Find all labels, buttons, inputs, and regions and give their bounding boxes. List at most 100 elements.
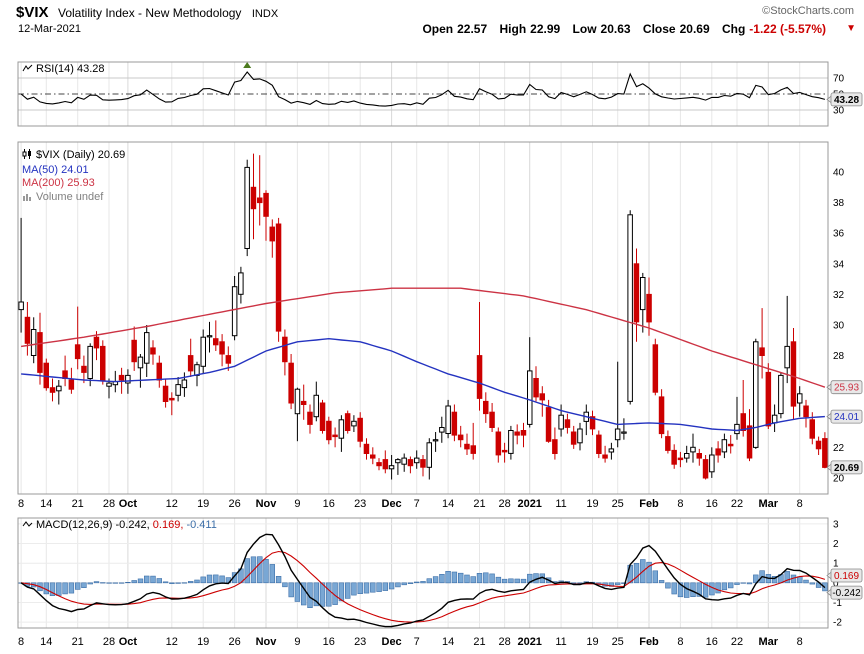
svg-text:Dec: Dec xyxy=(382,636,402,648)
svg-text:8: 8 xyxy=(677,498,683,510)
svg-text:20.69: 20.69 xyxy=(834,463,859,474)
low-value: 20.63 xyxy=(600,22,631,36)
price-border xyxy=(17,141,829,495)
svg-text:22: 22 xyxy=(731,498,743,510)
svg-text:25.93: 25.93 xyxy=(834,383,859,394)
signal-line xyxy=(21,550,826,623)
svg-text:19: 19 xyxy=(197,636,209,648)
macd-legend-value: -0.242, xyxy=(115,519,150,531)
axis-badge: 24.01 xyxy=(826,409,863,424)
axis-badge: -0.242 xyxy=(826,585,863,600)
svg-text:14: 14 xyxy=(442,636,454,648)
svg-text:28: 28 xyxy=(103,498,115,510)
svg-text:7: 7 xyxy=(414,636,420,648)
svg-text:Mar: Mar xyxy=(759,636,779,648)
svg-text:Oct: Oct xyxy=(119,498,138,510)
macd-legend-name: MACD(12,26,9) xyxy=(36,519,113,531)
axis-badge: 25.93 xyxy=(826,380,863,395)
price-panel: 403836343230282624222025.9324.0120.69814… xyxy=(17,141,863,510)
svg-text:21: 21 xyxy=(72,498,84,510)
svg-text:Nov: Nov xyxy=(256,498,278,510)
svg-text:16: 16 xyxy=(706,498,718,510)
svg-text:7: 7 xyxy=(414,498,420,510)
macd-indicator-icon xyxy=(22,520,33,532)
price-legend-label: $VIX (Daily) 20.69 xyxy=(36,149,126,161)
ma50-legend-label: MA(50) 24.01 xyxy=(22,163,89,176)
x-axis-labels: 8 14 21 28 Oct 12 19 26 Nov 9 16 23 Dec 7 14 21 28 2021 11… xyxy=(18,636,803,648)
svg-text:23: 23 xyxy=(354,498,366,510)
y-axis-label: 2 xyxy=(833,539,839,550)
y-axis-label: 3 xyxy=(833,519,839,530)
y-axis-label: -1 xyxy=(833,598,842,609)
svg-text:Feb: Feb xyxy=(639,636,659,648)
svg-text:12: 12 xyxy=(166,636,178,648)
svg-text:14: 14 xyxy=(40,498,52,510)
svg-text:23: 23 xyxy=(354,636,366,648)
open-value: 22.57 xyxy=(457,22,488,36)
macd-legend: MACD(12,26,9) -0.242, 0.169, -0.411 xyxy=(22,519,217,532)
y-axis-label: -2 xyxy=(833,618,842,629)
svg-text:9: 9 xyxy=(294,498,300,510)
y-axis-label: 34 xyxy=(833,259,845,270)
svg-text:26: 26 xyxy=(228,498,240,510)
x-axis-labels: 8 14 21 28 Oct 12 19 26 Nov 9 16 23 Dec 7 14 21 28 2021 11… xyxy=(18,498,803,510)
y-axis-label: 20 xyxy=(833,473,845,484)
y-axis-label: 32 xyxy=(833,290,845,301)
svg-text:Feb: Feb xyxy=(639,498,659,510)
svg-text:8: 8 xyxy=(797,636,803,648)
svg-text:2021: 2021 xyxy=(517,636,541,648)
svg-text:28: 28 xyxy=(103,636,115,648)
y-axis-label: 38 xyxy=(833,198,845,209)
chart-title: Volatility Index - New Methodology xyxy=(57,6,242,20)
svg-text:24.01: 24.01 xyxy=(834,412,859,423)
chg-label: Chg xyxy=(721,22,746,36)
rsi-border xyxy=(17,61,829,127)
svg-text:9: 9 xyxy=(294,636,300,648)
svg-text:14: 14 xyxy=(40,636,52,648)
volume-legend-label: Volume undef xyxy=(36,190,104,203)
svg-text:11: 11 xyxy=(555,636,566,648)
svg-text:26: 26 xyxy=(228,636,240,648)
svg-text:0.169: 0.169 xyxy=(834,571,859,582)
macd-vgrid xyxy=(20,518,801,628)
y-axis-label: 1 xyxy=(833,559,839,570)
y-axis-label: 30 xyxy=(833,106,845,117)
ma200-line xyxy=(21,287,826,388)
svg-text:16: 16 xyxy=(323,498,335,510)
svg-text:19: 19 xyxy=(586,636,598,648)
symbol: $VIX xyxy=(16,4,49,21)
svg-text:11: 11 xyxy=(555,498,566,510)
ma200-legend-label: MA(200) 25.93 xyxy=(22,177,95,189)
svg-text:8: 8 xyxy=(797,498,803,510)
axis-badge: 43.28 xyxy=(826,92,863,107)
y-axis-label: 40 xyxy=(833,168,845,179)
rsi-legend-label: RSI(14) 43.28 xyxy=(36,63,105,75)
rsi-legend: RSI(14) 43.28 xyxy=(22,63,104,76)
svg-text:Mar: Mar xyxy=(759,498,779,510)
svg-text:8: 8 xyxy=(677,636,683,648)
chart-header: $VIX Volatility Index - New Methodology … xyxy=(16,4,278,22)
svg-text:8: 8 xyxy=(18,498,24,510)
y-axis-label: 30 xyxy=(833,321,845,332)
high-label: High xyxy=(499,22,527,36)
y-axis-label: 70 xyxy=(833,74,845,85)
close-value: 20.69 xyxy=(679,22,710,36)
chg-value: -1.22 (-5.57%) xyxy=(749,22,826,36)
quote-bar: Open 22.57 High 22.99 Low 20.63 Close 20.69 … xyxy=(413,22,826,36)
high-value: 22.99 xyxy=(530,22,561,36)
svg-text:Nov: Nov xyxy=(256,636,278,648)
dropdown-caret-icon[interactable]: ▼ xyxy=(846,23,856,34)
svg-text:Oct: Oct xyxy=(119,636,138,648)
y-axis-label: 36 xyxy=(833,229,845,240)
rsi-indicator-icon xyxy=(22,64,33,76)
ma50-line xyxy=(21,337,825,432)
price-legend: $VIX (Daily) 20.69 MA(50) 24.01 MA(200) … xyxy=(22,149,125,205)
y-axis-label: 22 xyxy=(833,443,845,454)
axis-badge: 0.169 xyxy=(826,568,863,583)
y-axis-label: 0 xyxy=(833,578,839,589)
axis-badge: 20.69 xyxy=(826,460,863,475)
copyright: ©StockCharts.com xyxy=(762,5,854,17)
open-label: Open xyxy=(422,22,454,36)
price-vgrid xyxy=(20,142,801,494)
